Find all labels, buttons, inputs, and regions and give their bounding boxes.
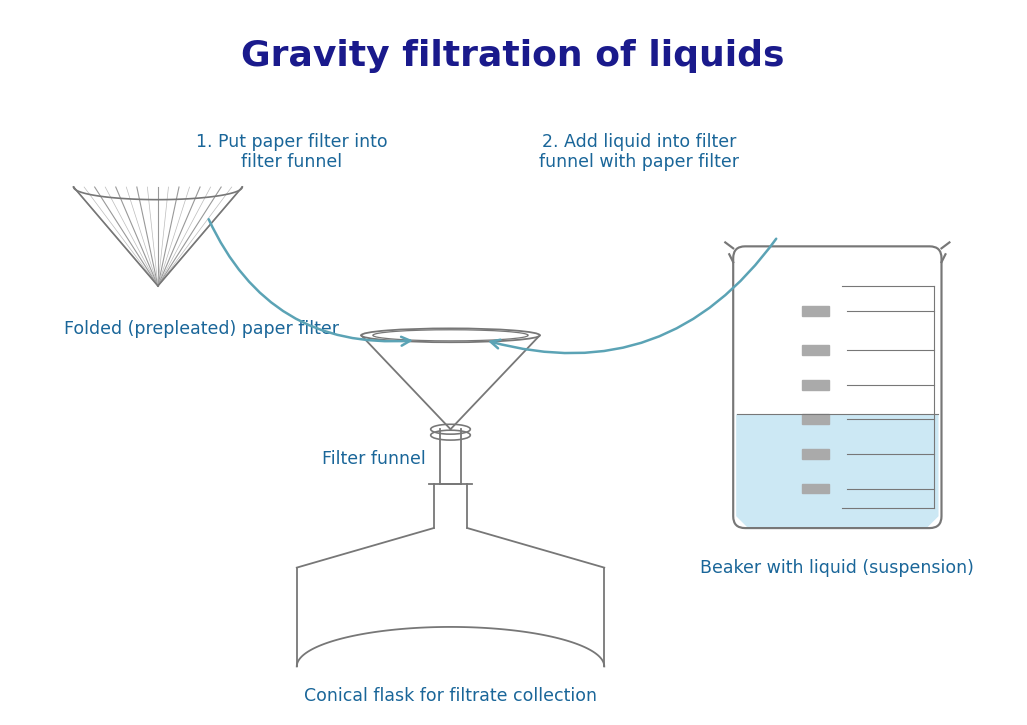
Bar <box>802 415 830 424</box>
Text: Gravity filtration of liquids: Gravity filtration of liquids <box>241 38 785 72</box>
Text: Folded (prepleated) paper filter: Folded (prepleated) paper filter <box>64 320 339 339</box>
Polygon shape <box>297 568 604 666</box>
Polygon shape <box>440 429 461 484</box>
Bar <box>802 449 830 459</box>
Bar <box>802 484 830 494</box>
Ellipse shape <box>362 328 540 342</box>
Polygon shape <box>362 336 540 429</box>
Polygon shape <box>736 415 939 528</box>
Text: Conical flask for filtrate collection: Conical flask for filtrate collection <box>304 687 597 705</box>
Text: Beaker with liquid (suspension): Beaker with liquid (suspension) <box>700 559 975 576</box>
Text: 2. Add liquid into filter
funnel with paper filter: 2. Add liquid into filter funnel with pa… <box>539 133 739 172</box>
Text: Filter funnel: Filter funnel <box>321 450 425 468</box>
Text: 1. Put paper filter into
filter funnel: 1. Put paper filter into filter funnel <box>196 133 387 172</box>
Bar <box>802 306 830 315</box>
Polygon shape <box>297 484 604 666</box>
Bar <box>802 345 830 355</box>
Bar <box>802 380 830 389</box>
